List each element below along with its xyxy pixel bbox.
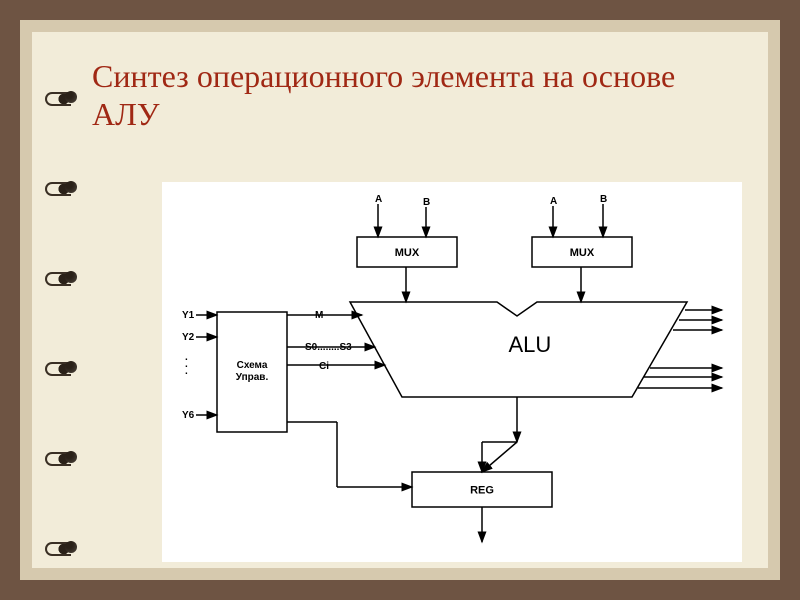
slide-title: Синтез операционного элемента на основе …	[92, 57, 728, 134]
label-M: M	[315, 310, 323, 321]
slide-canvas: Синтез операционного элемента на основе …	[32, 32, 768, 568]
alu-label: ALU	[509, 332, 552, 358]
label-Y6: Y6	[182, 410, 194, 421]
spiral-ring	[45, 537, 73, 561]
label-Ci: Ci	[319, 361, 329, 372]
spiral-ring	[45, 87, 73, 111]
mat-border: Синтез операционного элемента на основе …	[20, 20, 780, 580]
label-mux2_B: B	[600, 194, 607, 205]
svg-text:MUX: MUX	[395, 247, 420, 259]
alu-block-diagram: MUXMUXСхемаУправ.REG ALUABABY1Y2...Y6MS0…	[162, 182, 742, 562]
spiral-ring	[45, 447, 73, 471]
label-mux2_A: A	[550, 196, 557, 207]
spiral-ring	[45, 177, 73, 201]
label-dots: .	[185, 366, 188, 377]
spiral-ring	[45, 267, 73, 291]
svg-text:Управ.: Управ.	[236, 372, 269, 383]
spiral-ring	[45, 357, 73, 381]
label-Y2: Y2	[182, 332, 194, 343]
label-mux1_B: B	[423, 197, 430, 208]
picture-frame: Синтез операционного элемента на основе …	[0, 0, 800, 600]
label-S: S0........S3	[305, 342, 352, 353]
label-mux1_A: A	[375, 194, 382, 205]
svg-text:MUX: MUX	[570, 247, 595, 259]
svg-text:REG: REG	[470, 485, 494, 497]
svg-text:Схема: Схема	[237, 360, 268, 371]
label-Y1: Y1	[182, 310, 194, 321]
